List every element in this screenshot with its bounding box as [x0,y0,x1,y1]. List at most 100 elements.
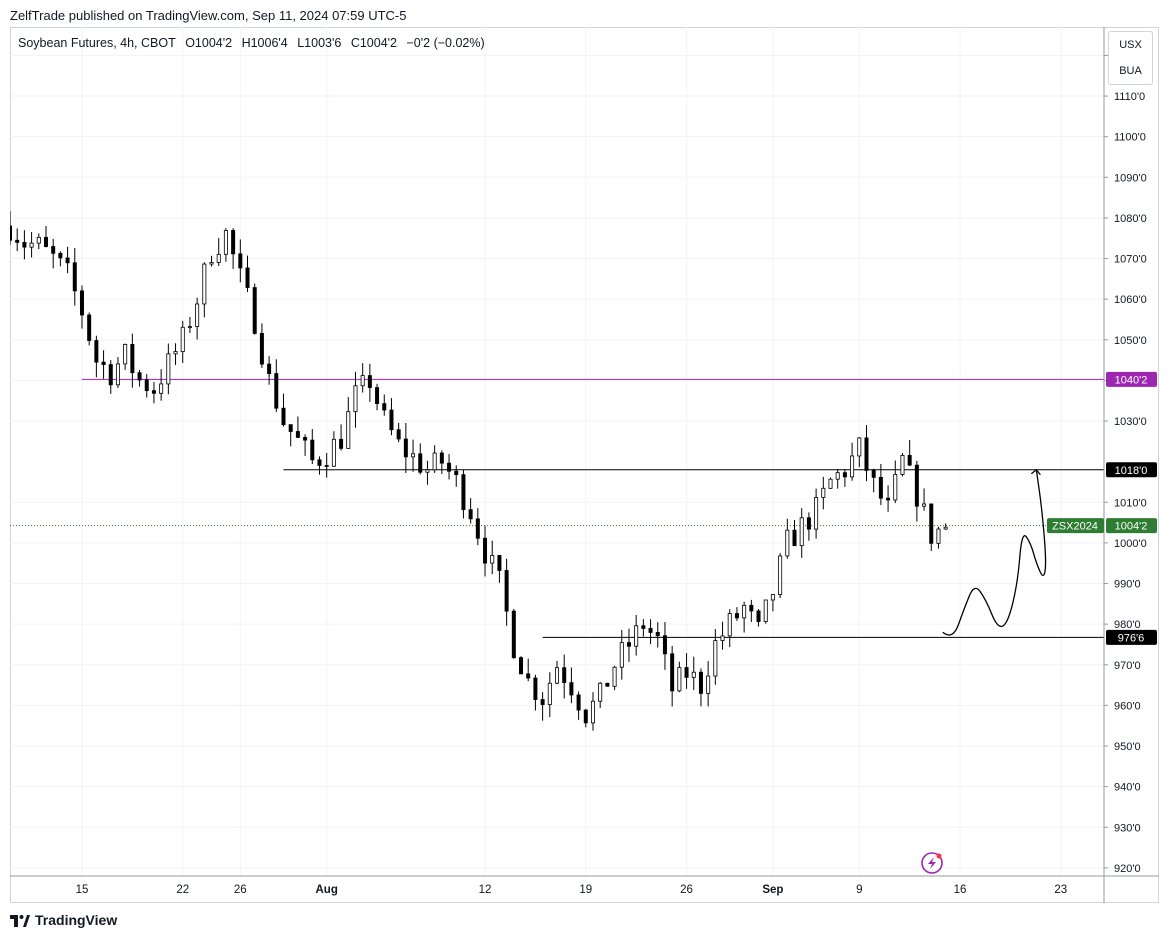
candle-body [411,453,416,458]
price-tick-label: 1110'0 [1114,91,1145,103]
legend-change: −0'2 (−0.02%) [406,36,485,50]
price-tick-label: 930'0 [1114,822,1141,834]
candle-body [130,344,135,374]
candle-body [590,700,595,724]
candle-body [684,667,689,678]
currency-usx[interactable]: USX [1119,39,1142,51]
candle-body [677,667,682,692]
candle-body [655,632,660,637]
candle-body [303,437,308,441]
candle-body [317,459,322,466]
candle-body [662,635,667,655]
candle-body [857,437,862,457]
candle-body [490,555,495,564]
candle-body [706,675,711,694]
candle-body [159,383,164,394]
candle-body [698,671,703,694]
candle-body [763,599,768,622]
candle-body [943,526,948,530]
legend-high: H1006'4 [241,36,288,50]
candle-body [907,455,912,466]
candle-body [619,642,624,668]
candle-body [173,351,178,355]
price-tick-label: 960'0 [1114,700,1141,712]
candle-body [87,314,92,341]
candle-body [691,671,696,678]
price-tick-label: 920'0 [1114,863,1141,875]
price-tick-label: 980'0 [1114,619,1141,631]
price-tags: 1040'2 1018'0 976'6 ZSX2024 1004'2 [1047,371,1157,645]
time-tick-label: 12 [479,884,492,896]
chart-grid [10,27,1104,876]
candle-body [497,555,502,571]
candle-body [475,518,480,539]
candle-body [871,470,876,478]
candle-body [792,529,797,547]
candle-body [770,594,775,601]
candle-body [612,666,617,687]
candle-body [461,474,466,511]
candle-body [281,407,286,426]
time-tick-label: 26 [234,884,247,896]
candle-body [223,230,228,255]
candle-body [850,455,855,478]
candle-body [756,610,761,622]
candle-body [519,657,524,675]
legend-low: L1003'6 [297,36,342,50]
candle-body [842,472,847,478]
candle-body [115,363,120,386]
candlestick-series [10,211,948,731]
horizontal-levels [10,378,1104,638]
price-tick-label: 990'0 [1114,579,1141,591]
candle-body [324,465,329,467]
publisher-header: ZelfTrade published on TradingView.com, … [10,8,407,23]
candle-body [252,287,257,334]
footer-brand[interactable]: TradingView [10,912,117,928]
currency-bua[interactable]: BUA [1119,65,1142,77]
projection-arrowhead [1030,468,1041,476]
legend-symbol[interactable]: Soybean Futures, 4h, CBOT [18,36,176,50]
candle-body [483,537,488,564]
time-axis: 15 22 26 Aug 12 19 26 Sep 9 16 23 [76,884,1068,896]
candle-body [583,709,588,724]
candle-body [447,462,452,472]
candle-body [828,478,833,489]
candle-body [346,411,351,449]
level-price-tag-label: 1040'2 [1115,374,1148,386]
candle-body [94,340,99,363]
chart-frame [10,27,1159,903]
candle-body [893,474,898,501]
last-price-tag-label: 1004'2 [1115,521,1148,533]
candle-body [216,253,221,263]
price-tick-label: 940'0 [1114,782,1141,794]
candle-body [339,438,344,449]
candle-body [540,699,545,705]
candle-body [799,517,804,547]
legend-close: C1004'2 [350,36,398,50]
price-tick-label: 1070'0 [1114,254,1147,266]
candle-body [425,469,430,473]
candle-body [288,424,293,432]
candle-body [403,438,408,458]
projection-path[interactable] [942,469,1047,636]
chart-legend: Soybean Futures, 4h, CBOT O1004'2 H1006'… [18,36,491,50]
footer-brand-label: TradingView [35,912,118,928]
candle-body [123,344,128,365]
candle-body [195,303,200,327]
currency-selector[interactable]: USX BUA [1108,31,1153,85]
candle-body [367,375,372,388]
candle-body [108,364,113,386]
price-chart[interactable]: 1120'01110'01100'01090'01080'01070'01060… [10,27,1159,903]
bolt-icon[interactable] [921,852,943,874]
candle-body [382,403,387,411]
candle-body [396,429,401,440]
candle-body [310,439,315,461]
candle-body [634,625,639,647]
candle-body [936,528,941,544]
candle-body [10,225,13,241]
candle-body [511,610,516,659]
candle-body [526,673,531,679]
candle-body [900,455,905,475]
candle-body [562,667,567,683]
candle-body [468,509,473,520]
